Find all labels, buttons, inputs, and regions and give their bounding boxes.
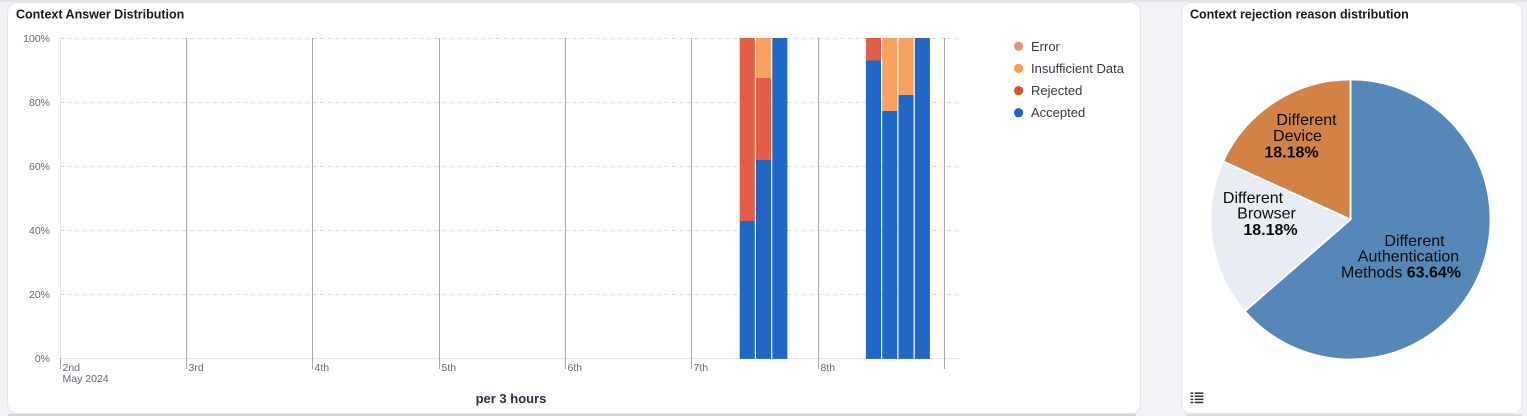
svg-text:80%: 80% [29, 97, 50, 109]
svg-text:Accepted: Accepted [1031, 105, 1085, 120]
svg-text:20%: 20% [29, 289, 50, 301]
svg-text:Different: Different [1276, 112, 1337, 129]
svg-text:18.18%: 18.18% [1264, 145, 1318, 162]
svg-text:Error: Error [1031, 39, 1061, 54]
svg-text:Insufficient Data: Insufficient Data [1031, 61, 1125, 76]
svg-text:100%: 100% [23, 33, 50, 45]
svg-text:Browser: Browser [1237, 205, 1296, 222]
svg-text:Device: Device [1273, 128, 1322, 145]
svg-text:60%: 60% [29, 161, 50, 173]
svg-text:May 2024: May 2024 [63, 373, 109, 385]
svg-text:18.18%: 18.18% [1243, 222, 1297, 239]
svg-text:40%: 40% [29, 225, 50, 237]
svg-text:Context rejection reason distr: Context rejection reason distribution [1190, 8, 1409, 22]
svg-text:Different: Different [1384, 233, 1445, 250]
svg-text:Context Answer Distribution: Context Answer Distribution [16, 8, 184, 22]
svg-text:8th: 8th [821, 362, 836, 374]
svg-text:7th: 7th [694, 362, 709, 374]
svg-text:Different: Different [1223, 190, 1284, 207]
svg-text:Authentication: Authentication [1358, 248, 1459, 265]
svg-text:2nd: 2nd [63, 362, 81, 374]
svg-text:4th: 4th [315, 362, 330, 374]
svg-text:per 3 hours: per 3 hours [476, 391, 547, 406]
svg-text:6th: 6th [568, 362, 583, 374]
svg-text:0%: 0% [35, 353, 50, 365]
svg-text:5th: 5th [442, 362, 457, 374]
svg-text:Methods 63.64%: Methods 63.64% [1341, 265, 1461, 282]
svg-text:3rd: 3rd [189, 362, 204, 374]
svg-text:Rejected: Rejected [1031, 83, 1082, 98]
